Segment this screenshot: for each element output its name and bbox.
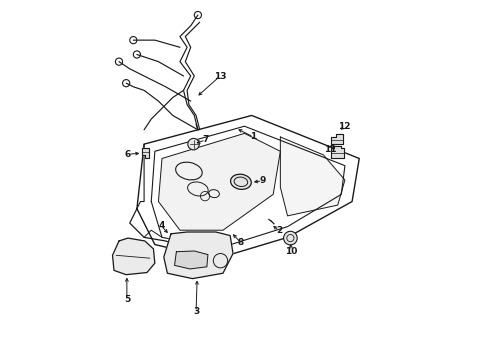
- Text: 10: 10: [285, 247, 297, 256]
- Polygon shape: [112, 238, 155, 275]
- Polygon shape: [163, 232, 233, 279]
- Text: 6: 6: [124, 150, 131, 159]
- Text: 13: 13: [213, 72, 226, 81]
- Text: 7: 7: [202, 135, 208, 144]
- Polygon shape: [174, 251, 207, 269]
- Polygon shape: [330, 134, 343, 144]
- Polygon shape: [158, 134, 280, 230]
- Polygon shape: [137, 116, 359, 259]
- Polygon shape: [280, 137, 344, 216]
- Text: 1: 1: [250, 132, 256, 141]
- Polygon shape: [142, 148, 148, 158]
- Ellipse shape: [230, 174, 251, 189]
- Polygon shape: [330, 146, 344, 158]
- Text: 2: 2: [275, 226, 282, 235]
- Text: 11: 11: [324, 145, 336, 154]
- Text: 3: 3: [193, 307, 199, 316]
- Text: 4: 4: [158, 221, 164, 230]
- Circle shape: [283, 231, 297, 245]
- Text: 12: 12: [337, 122, 350, 131]
- Text: 8: 8: [237, 238, 244, 247]
- Text: 5: 5: [123, 294, 130, 303]
- Text: 9: 9: [259, 176, 265, 185]
- Circle shape: [187, 138, 199, 150]
